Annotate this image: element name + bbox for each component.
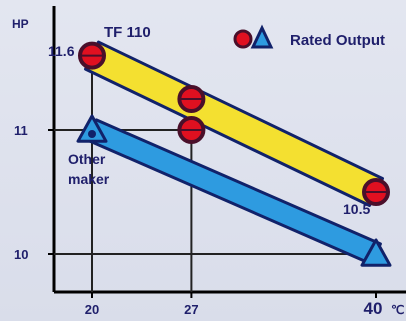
triangle-center-dot [88, 130, 96, 138]
legend-triangle-icon [250, 24, 274, 49]
markers [76, 41, 392, 267]
rated-output-triangle-marker [76, 114, 108, 143]
y-tick-label: 10 [14, 247, 28, 262]
rated-output-triangle-marker [360, 238, 392, 267]
annotation-10-5: 10.5 [343, 201, 370, 217]
x-unit-label: ℃ [391, 303, 404, 317]
x-tick-label: 27 [184, 302, 198, 317]
bands [84, 40, 384, 266]
y-tick-label: 11 [14, 123, 28, 138]
annotation-11-6: 11.6 [48, 43, 75, 59]
series-label-maker: maker [68, 171, 110, 187]
legend: Rated Output [233, 24, 385, 49]
legend-label: Rated Output [290, 32, 385, 49]
series-label-tf110: TF 110 [104, 24, 151, 41]
series-label-other: Other [68, 151, 106, 167]
x-tick-label: 40 [364, 299, 383, 318]
y-axis-title: HP [12, 17, 29, 31]
x-tick-label: 20 [85, 302, 99, 317]
ticks: 20 27 40 ℃ 10 11 [14, 123, 404, 318]
legend-circle-icon [233, 29, 253, 49]
